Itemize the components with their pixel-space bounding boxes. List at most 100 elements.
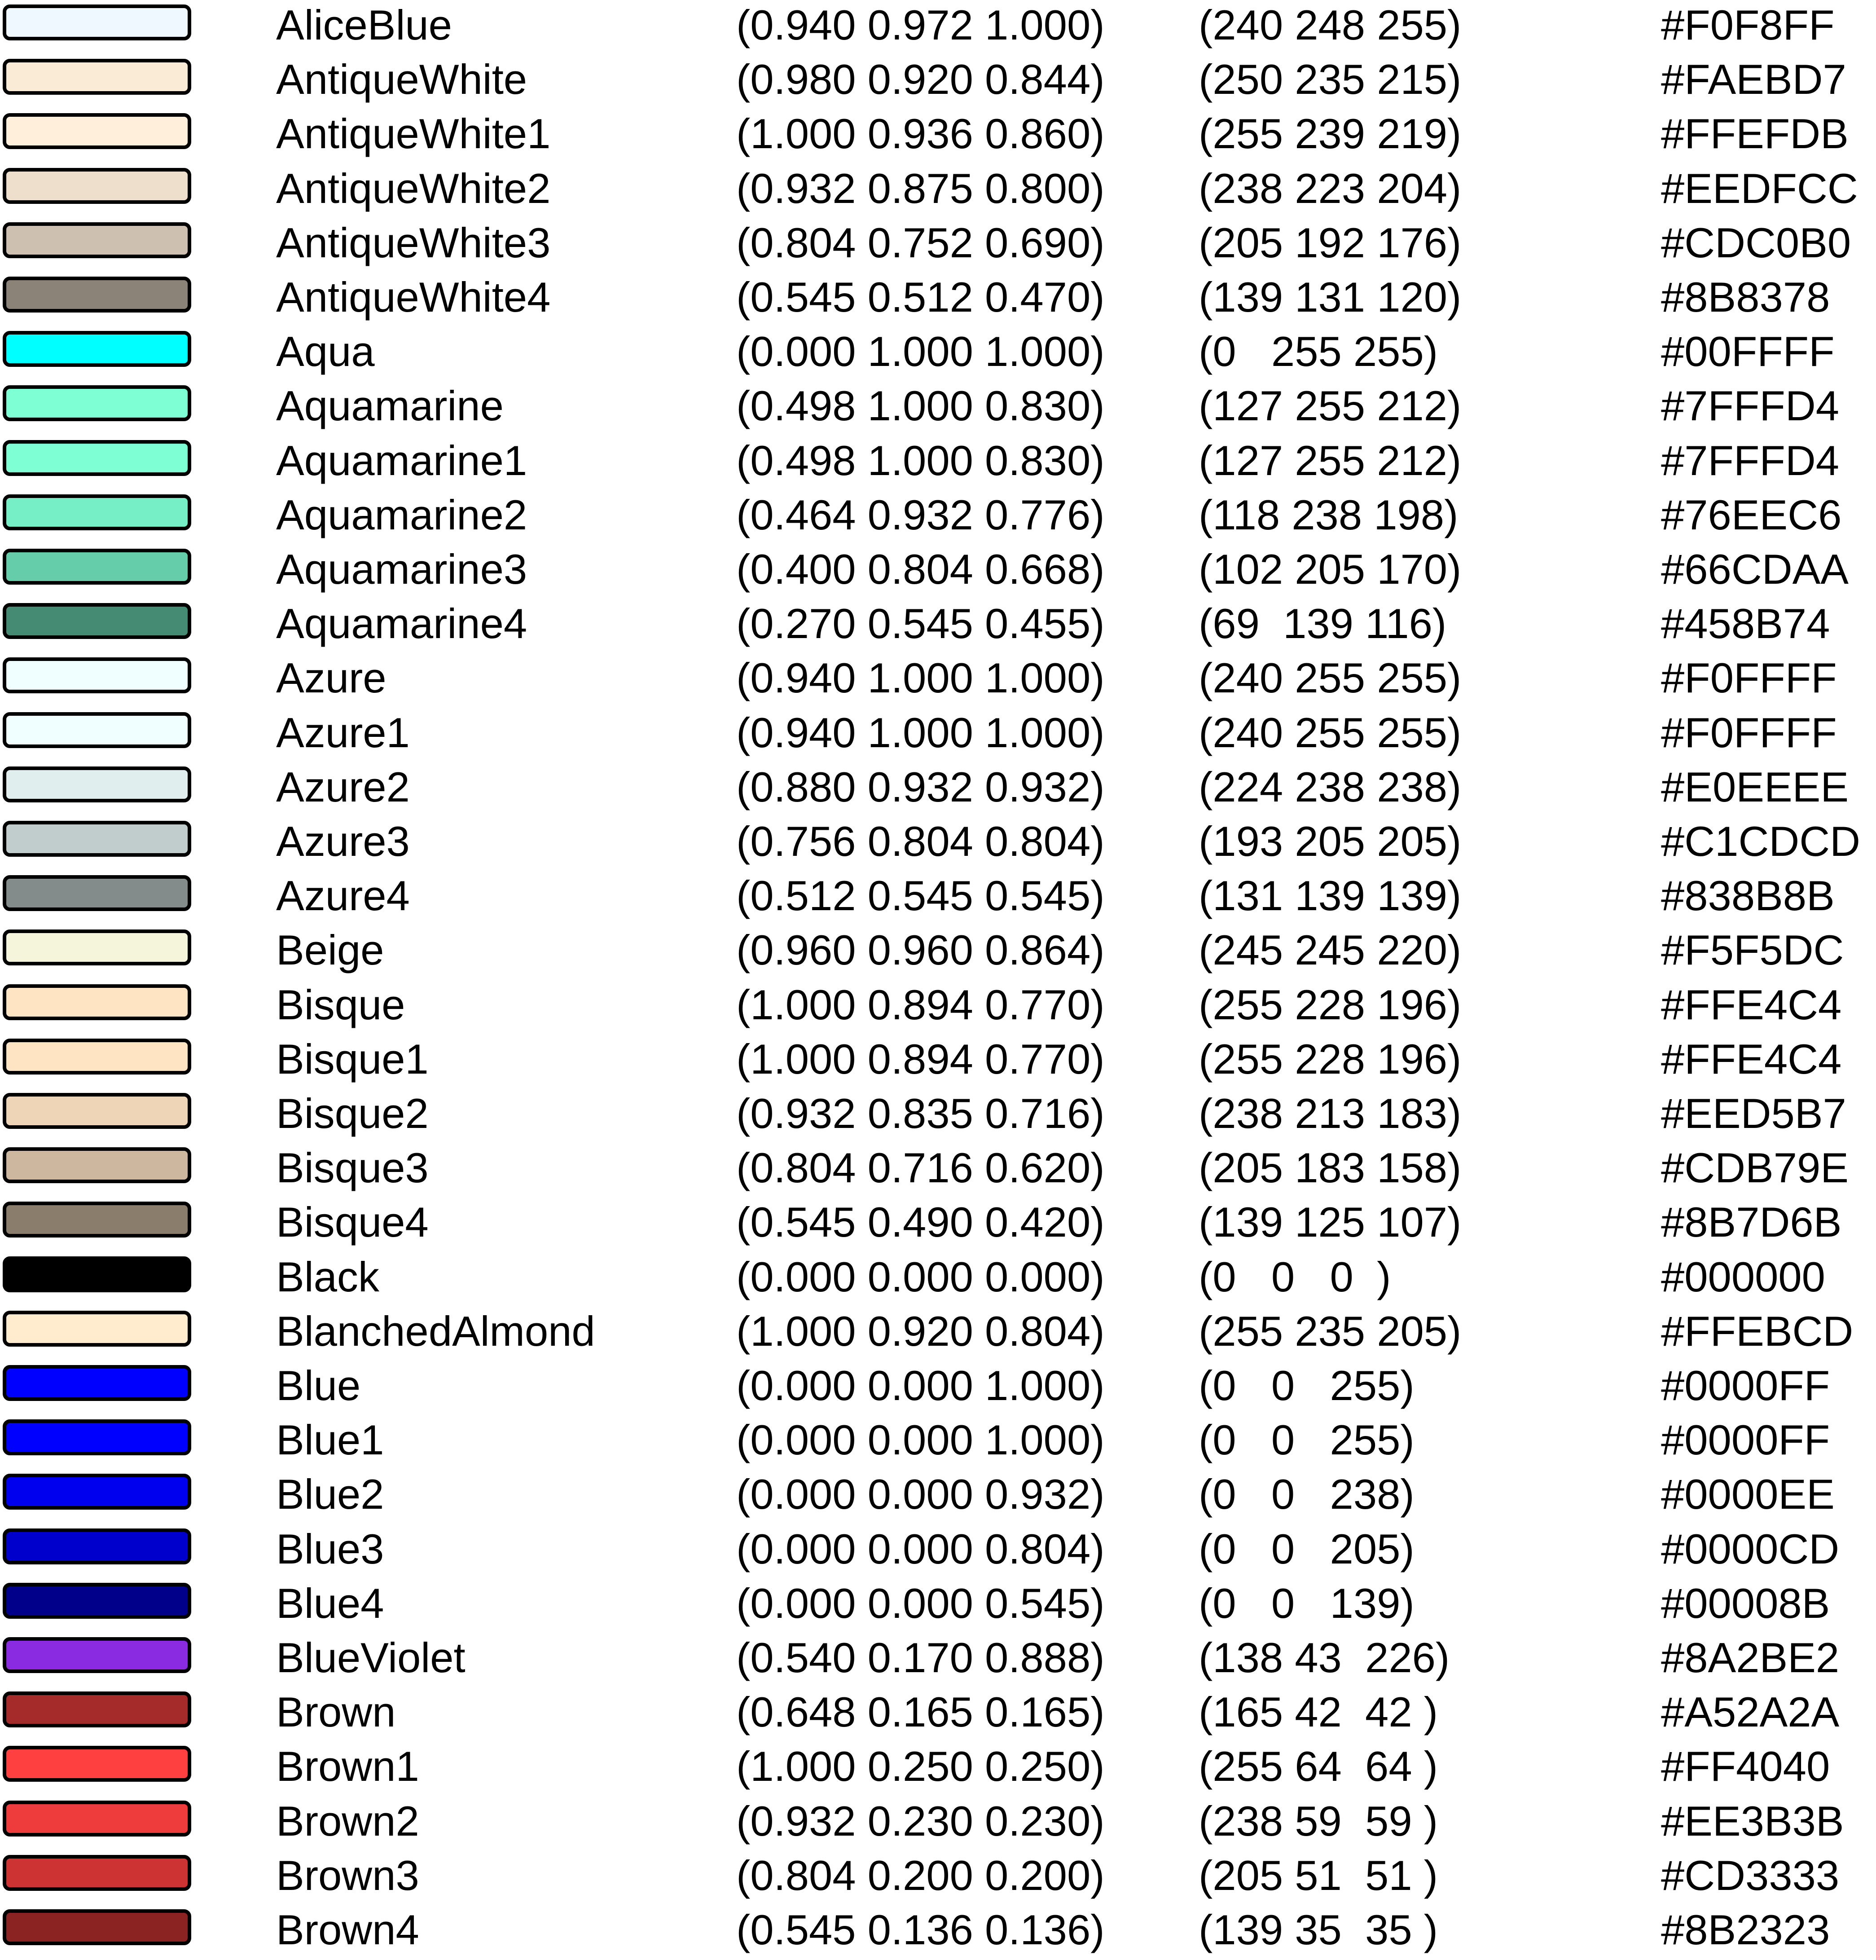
color-hex: #E0EEEE (1661, 763, 1849, 810)
color-swatch (3, 59, 191, 95)
color-int-rgb: (255 228 196) (1199, 981, 1462, 1028)
color-float-rgb: (0.000 0.000 0.000) (736, 1253, 1105, 1300)
color-name: Blue2 (276, 1471, 384, 1518)
color-swatch (3, 929, 191, 966)
color-int-rgb: (0 0 255) (1199, 1416, 1415, 1464)
color-int-rgb: (224 238 238) (1199, 763, 1462, 810)
color-name: Aqua (276, 328, 375, 375)
color-int-rgb: (238 223 204) (1199, 164, 1462, 212)
color-hex: #FFE4C4 (1661, 981, 1842, 1028)
color-hex: #00008B (1661, 1579, 1830, 1627)
color-float-rgb: (0.932 0.230 0.230) (736, 1797, 1105, 1845)
color-int-rgb: (139 131 120) (1199, 273, 1462, 321)
color-int-rgb: (205 183 158) (1199, 1144, 1462, 1192)
color-row: Azure4 (0.512 0.545 0.545) (131 139 139) #8… (0, 871, 1876, 925)
color-hex: #66CDAA (1661, 546, 1849, 593)
color-name: Aquamarine1 (276, 436, 527, 484)
color-name: Bisque3 (276, 1144, 429, 1192)
color-swatch (3, 1691, 191, 1728)
color-hex: #7FFFD4 (1661, 382, 1839, 430)
color-row: Aqua (0.000 1.000 1.000) (0 255 255) #00FFF… (0, 326, 1876, 381)
color-float-rgb: (0.000 0.000 0.932) (736, 1471, 1105, 1518)
color-swatch (3, 549, 191, 585)
color-swatch (3, 4, 191, 40)
color-row: Azure1 (0.940 1.000 1.000) (240 255 255) #F… (0, 708, 1876, 762)
color-float-rgb: (0.932 0.875 0.800) (736, 164, 1105, 212)
color-int-rgb: (0 0 255) (1199, 1362, 1415, 1409)
color-hex: #8A2BE2 (1661, 1634, 1840, 1681)
color-int-rgb: (245 245 220) (1199, 926, 1462, 974)
color-swatch (3, 1746, 191, 1782)
color-swatch (3, 875, 191, 912)
color-int-rgb: (250 235 215) (1199, 56, 1462, 103)
color-name: Bisque4 (276, 1198, 429, 1246)
color-swatch (3, 821, 191, 857)
color-name: Azure (276, 654, 387, 702)
color-row: Aquamarine4 (0.270 0.545 0.455) (69 139 11… (0, 599, 1876, 653)
color-row: Bisque2 (0.932 0.835 0.716) (238 213 183) #… (0, 1088, 1876, 1143)
color-hex: #00FFFF (1661, 328, 1835, 375)
color-hex: #838B8B (1661, 872, 1835, 920)
color-name: Azure2 (276, 763, 410, 810)
color-swatch (3, 1419, 191, 1456)
color-hex: #EED5B7 (1661, 1090, 1846, 1137)
color-row: Blue3 (0.000 0.000 0.804) (0 0 205) #0000CD (0, 1524, 1876, 1578)
color-float-rgb: (0.648 0.165 0.165) (736, 1688, 1105, 1736)
color-hex: #F5F5DC (1661, 926, 1844, 974)
color-swatch (3, 1038, 191, 1075)
color-hex: #FFEFDB (1661, 110, 1849, 158)
color-float-rgb: (0.000 0.000 0.804) (736, 1525, 1105, 1572)
color-row: Black (0.000 0.000 0.000) (0 0 0 ) #000000 (0, 1252, 1876, 1306)
color-swatch (3, 1800, 191, 1837)
color-int-rgb: (255 64 64 ) (1199, 1743, 1438, 1790)
color-int-rgb: (139 35 35 ) (1199, 1906, 1438, 1953)
color-float-rgb: (0.545 0.512 0.470) (736, 273, 1105, 321)
color-int-rgb: (118 238 198) (1199, 491, 1459, 538)
color-hex: #0000FF (1661, 1362, 1830, 1409)
color-float-rgb: (0.940 0.972 1.000) (736, 1, 1105, 48)
color-hex: #8B2323 (1661, 1906, 1830, 1953)
color-name: Blue (276, 1362, 361, 1409)
color-swatch (3, 1474, 191, 1510)
color-int-rgb: (69 139 116) (1199, 600, 1447, 647)
color-float-rgb: (0.498 1.000 0.830) (736, 382, 1105, 430)
color-row: Brown3 (0.804 0.200 0.200) (205 51 51 ) #CD… (0, 1850, 1876, 1905)
color-hex: #A52A2A (1661, 1688, 1840, 1736)
color-hex: #8B8378 (1661, 273, 1830, 321)
color-row: Blue4 (0.000 0.000 0.545) (0 0 139) #00008B (0, 1578, 1876, 1633)
color-float-rgb: (0.498 1.000 0.830) (736, 436, 1105, 484)
color-float-rgb: (0.804 0.200 0.200) (736, 1851, 1105, 1899)
color-int-rgb: (255 235 205) (1199, 1307, 1462, 1355)
color-float-rgb: (0.464 0.932 0.776) (736, 491, 1105, 538)
color-name: AntiqueWhite2 (276, 164, 551, 212)
color-swatch (3, 1310, 191, 1347)
color-int-rgb: (205 51 51 ) (1199, 1851, 1438, 1899)
color-float-rgb: (0.512 0.545 0.545) (736, 872, 1105, 920)
color-row: AntiqueWhite (0.980 0.920 0.844) (250 235 … (0, 54, 1876, 109)
color-hex: #76EEC6 (1661, 491, 1842, 538)
color-swatch (3, 712, 191, 748)
color-float-rgb: (1.000 0.920 0.804) (736, 1307, 1105, 1355)
color-int-rgb: (0 0 205) (1199, 1525, 1415, 1572)
color-int-rgb: (238 213 183) (1199, 1090, 1462, 1137)
color-name: Brown4 (276, 1906, 419, 1953)
color-name: Aquamarine2 (276, 491, 527, 538)
color-row: AntiqueWhite3 (0.804 0.752 0.690) (205 192… (0, 218, 1876, 272)
color-hex: #FFE4C4 (1661, 1035, 1842, 1083)
color-float-rgb: (0.400 0.804 0.668) (736, 546, 1105, 593)
color-hex: #F0FFFF (1661, 654, 1837, 702)
color-int-rgb: (0 255 255) (1199, 328, 1438, 375)
color-int-rgb: (0 0 139) (1199, 1579, 1415, 1627)
color-name: BlanchedAlmond (276, 1307, 595, 1355)
color-hex: #CDB79E (1661, 1144, 1849, 1192)
color-row: Bisque4 (0.545 0.490 0.420) (139 125 107) #… (0, 1197, 1876, 1251)
color-hex: #FAEBD7 (1661, 56, 1846, 103)
color-name: AntiqueWhite3 (276, 219, 551, 266)
color-swatch (3, 1256, 191, 1292)
color-row: Azure (0.940 1.000 1.000) (240 255 255) #F0… (0, 653, 1876, 707)
color-name: AntiqueWhite (276, 56, 527, 103)
color-float-rgb: (0.804 0.716 0.620) (736, 1144, 1105, 1192)
color-float-rgb: (0.940 1.000 1.000) (736, 654, 1105, 702)
color-name: Blue3 (276, 1525, 384, 1572)
color-int-rgb: (205 192 176) (1199, 219, 1462, 266)
